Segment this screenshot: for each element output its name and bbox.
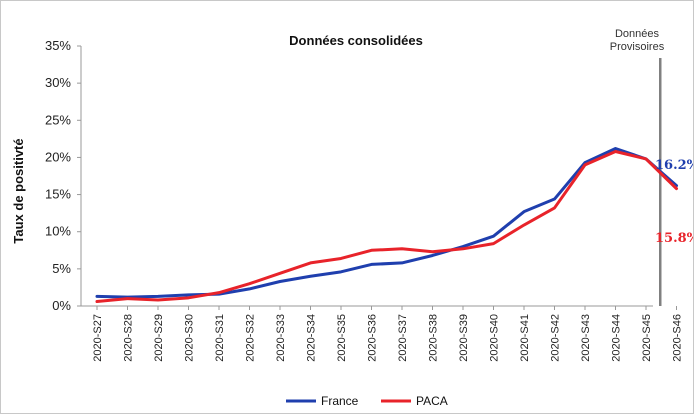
legend-entry-label: France <box>321 394 359 408</box>
x-tick-label: 2020-S33 <box>275 314 287 362</box>
series-lines <box>95 147 678 304</box>
series-line-paca <box>95 149 678 304</box>
x-tick-label: 2020-S29 <box>153 314 165 362</box>
y-tick-label: 15% <box>45 187 71 202</box>
x-tick-label: 2020-S39 <box>458 314 470 362</box>
x-tick-label: 2020-S34 <box>306 314 318 362</box>
y-axis-label: Taux de positivté <box>11 138 26 243</box>
series-line-france <box>95 147 678 299</box>
y-tick-label: 30% <box>45 75 71 90</box>
y-axis-ticks: 0% 5% 10% 15% 20% 25% 30% 35% <box>45 38 71 313</box>
x-tick-label: 2020-S30 <box>184 314 196 362</box>
x-tick-label: 2020-S31 <box>214 314 226 362</box>
x-tick-label: 2020-S37 <box>397 314 409 362</box>
x-tick-label: 2020-S43 <box>580 314 592 362</box>
y-tick-label: 25% <box>45 112 71 127</box>
x-tick-label: 2020-S42 <box>550 314 562 362</box>
france-end-label: 16.2% <box>655 158 693 173</box>
x-tick-label: 2020-S36 <box>367 314 379 362</box>
x-tick-label: 2020-S45 <box>641 314 653 362</box>
x-tick-label: 2020-S28 <box>123 314 135 362</box>
x-axis-ticks: 2020-S27 2020-S28 2020-S29 2020-S30 2020-S31… <box>92 314 684 362</box>
provisional-label-line2: Provisoires <box>610 41 665 53</box>
x-tick-label: 2020-S41 <box>519 314 531 362</box>
x-tick-label: 2020-S35 <box>336 314 348 362</box>
y-tick-label: 5% <box>52 261 71 276</box>
axes <box>77 45 677 310</box>
x-tick-label: 2020-S46 <box>672 314 684 362</box>
y-tick-label: 35% <box>45 38 71 53</box>
x-tick-label: 2020-S40 <box>489 314 501 362</box>
y-tick-label: 10% <box>45 224 71 239</box>
y-tick-label: 0% <box>52 298 71 313</box>
paca-end-label: 15.8% <box>655 231 693 246</box>
x-tick-label: 2020-S27 <box>92 314 104 362</box>
legend: France PACA <box>286 394 448 408</box>
chart-title: Données consolidées <box>289 33 423 48</box>
legend-entry-label: PACA <box>416 394 448 408</box>
y-tick-label: 20% <box>45 149 71 164</box>
x-tick-label: 2020-S32 <box>245 314 257 362</box>
x-tick-label: 2020-S44 <box>611 314 623 362</box>
x-tick-label: 2020-S38 <box>428 314 440 362</box>
provisional-label-line1: Données <box>615 28 660 40</box>
